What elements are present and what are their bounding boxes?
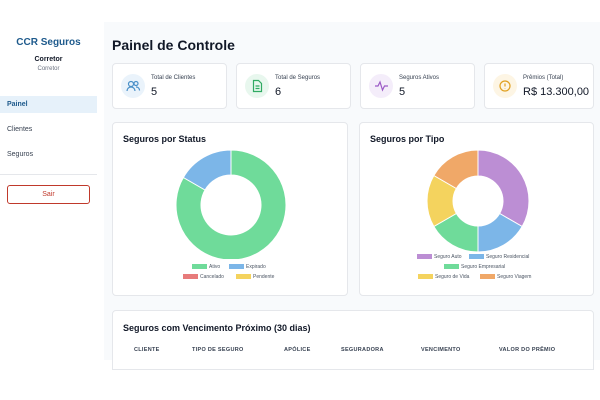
- donut-slice-seguro-viagem[interactable]: [433, 149, 479, 190]
- legend-item[interactable]: Ativo: [192, 264, 220, 270]
- expiring-table-panel: Seguros com Vencimento Próximo (30 dias)…: [112, 310, 594, 370]
- document-icon: [245, 74, 269, 98]
- sidebar-item-seguros[interactable]: Seguros: [7, 151, 34, 158]
- legend-label: Expirado: [246, 264, 266, 270]
- legend-label: Seguro Empresarial: [461, 264, 506, 270]
- sidebar: CCR Seguros Corretor Corretor Painel Cli…: [0, 22, 97, 382]
- status-legend: Ativo Expirado Cancelado Pendente: [113, 264, 349, 286]
- sidebar-nav: Painel Clientes Seguros: [0, 96, 97, 171]
- column-header-tipo[interactable]: TIPO DE SEGURO: [192, 347, 244, 353]
- legend-item[interactable]: Seguro Viagem: [480, 274, 531, 280]
- legend-label: Cancelado: [200, 274, 224, 280]
- user-role: Corretor: [37, 66, 60, 72]
- legend-label: Seguro de Vida: [435, 274, 470, 280]
- stat-value: 6: [275, 86, 282, 98]
- expiring-table-title: Seguros com Vencimento Próximo (30 dias): [123, 323, 311, 333]
- legend-item[interactable]: Pendente: [236, 274, 274, 280]
- column-header-seguradora[interactable]: SEGURADORA: [341, 347, 384, 353]
- legend-label: Pendente: [253, 274, 275, 280]
- activity-icon: [369, 74, 393, 98]
- dollar-icon: [493, 74, 517, 98]
- column-header-cliente[interactable]: CLIENTE: [134, 347, 160, 353]
- legend-label: Seguro Viagem: [497, 274, 532, 280]
- legend-item[interactable]: Seguro Empresarial: [444, 264, 505, 270]
- stat-label: Seguros Ativos: [399, 75, 440, 81]
- legend-item[interactable]: Expirado: [229, 264, 266, 270]
- donut-slice-seguro-auto[interactable]: [477, 149, 530, 228]
- stat-value: 5: [151, 86, 158, 98]
- column-header-apolice[interactable]: APÓLICE: [284, 347, 311, 353]
- stat-value: R$ 13.300,00: [523, 86, 590, 98]
- type-donut-chart: [426, 149, 530, 253]
- donut-slice-ativo[interactable]: [175, 149, 287, 259]
- main-content: Painel de Controle Total de Clientes 5 T…: [104, 22, 600, 370]
- type-chart-panel: Seguros por Tipo Seguro Auto Seguro Resi…: [359, 122, 594, 296]
- stat-value: 5: [399, 86, 406, 98]
- column-header-valor[interactable]: VALOR DO PRÊMIO: [499, 347, 556, 353]
- sidebar-divider: [0, 174, 97, 175]
- stat-card-clients: Total de Clientes 5: [112, 63, 227, 109]
- sidebar-item-clientes[interactable]: Clientes: [7, 126, 33, 133]
- status-donut-chart: [175, 149, 287, 259]
- stat-label: Total de Clientes: [151, 75, 196, 81]
- legend-item[interactable]: Seguro Residencial: [469, 254, 529, 260]
- legend-label: Seguro Residencial: [486, 254, 530, 260]
- status-chart-panel: Seguros por Status Ativo Expirado Cancel…: [112, 122, 348, 296]
- legend-item[interactable]: Seguro de Vida: [418, 274, 469, 280]
- stat-card-active: Seguros Ativos 5: [360, 63, 475, 109]
- users-icon: [121, 74, 145, 98]
- stat-card-insurances: Total de Seguros 6: [236, 63, 351, 109]
- legend-item[interactable]: Seguro Auto: [417, 254, 462, 260]
- stat-card-premiums: Prêmios (Total) R$ 13.300,00: [484, 63, 594, 109]
- stat-label: Prêmios (Total): [523, 75, 564, 81]
- logout-button[interactable]: Sair: [7, 185, 90, 204]
- type-legend: Seguro Auto Seguro Residencial Seguro Em…: [360, 254, 595, 286]
- legend-item[interactable]: Cancelado: [183, 274, 224, 280]
- user-name: Corretor: [34, 56, 63, 63]
- type-chart-title: Seguros por Tipo: [370, 134, 445, 144]
- legend-label: Seguro Auto: [434, 254, 462, 260]
- brand-title: CCR Seguros: [16, 37, 81, 48]
- status-chart-title: Seguros por Status: [123, 134, 207, 144]
- donut-slice-expirado[interactable]: [182, 149, 232, 191]
- column-header-vencimento[interactable]: VENCIMENTO: [421, 347, 461, 353]
- stat-label: Total de Seguros: [275, 75, 321, 81]
- page-title: Painel de Controle: [112, 37, 235, 53]
- legend-label: Ativo: [209, 264, 221, 270]
- sidebar-item-painel[interactable]: Painel: [0, 96, 97, 113]
